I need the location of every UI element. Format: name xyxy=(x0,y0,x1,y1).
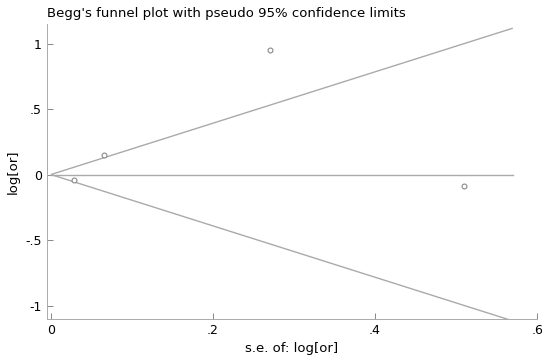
Y-axis label: log[or]: log[or] xyxy=(7,149,20,194)
Text: Begg's funnel plot with pseudo 95% confidence limits: Begg's funnel plot with pseudo 95% confi… xyxy=(47,7,405,20)
X-axis label: s.e. of: log[or]: s.e. of: log[or] xyxy=(245,342,339,355)
